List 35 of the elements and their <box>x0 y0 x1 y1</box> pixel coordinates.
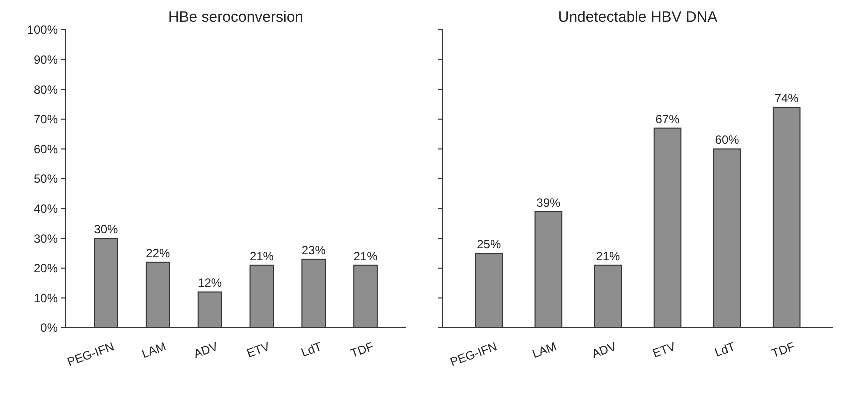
chart-title: Undetectable HBV DNA <box>558 9 718 26</box>
y-tick-label: 10% <box>34 291 58 306</box>
chart-title: HBe seroconversion <box>168 9 304 26</box>
y-tick-label: 30% <box>34 232 58 246</box>
y-tick-label: 40% <box>34 202 58 216</box>
y-tick-label: 60% <box>34 142 58 156</box>
y-tick-label: 70% <box>34 112 58 127</box>
data-label: 23% <box>302 243 326 258</box>
data-label: 21% <box>250 249 274 264</box>
data-label: 12% <box>198 276 222 290</box>
x-tick-label: LAM <box>530 340 559 362</box>
x-tick-label: ETV <box>650 340 678 361</box>
data-label: 74% <box>774 91 800 106</box>
x-tick-label: TDF <box>770 340 797 361</box>
y-tick-label: 90% <box>34 53 58 67</box>
data-label: 21% <box>354 249 378 264</box>
data-label: 30% <box>94 222 119 237</box>
y-tick-label: 50% <box>34 172 58 186</box>
data-label: 25% <box>477 238 502 252</box>
data-label: 22% <box>146 246 170 260</box>
x-tick-label: ADV <box>590 340 618 362</box>
data-label: 39% <box>536 196 562 210</box>
y-tick-label: 80% <box>34 82 58 97</box>
y-tick-label: 100% <box>27 23 58 38</box>
x-tick-label: LdT <box>300 339 324 360</box>
x-tick-label: ADV <box>192 340 220 362</box>
y-tick-label: 20% <box>34 262 58 276</box>
x-tick-label: TDF <box>348 340 376 361</box>
data-label: 60% <box>715 133 740 148</box>
x-tick-label: ETV <box>245 340 272 361</box>
data-label: 67% <box>656 112 680 126</box>
x-tick-label: LdT <box>712 339 738 360</box>
data-label: 21% <box>596 249 621 264</box>
y-tick-label: 0% <box>40 321 58 336</box>
x-tick-label: LAM <box>140 340 168 362</box>
